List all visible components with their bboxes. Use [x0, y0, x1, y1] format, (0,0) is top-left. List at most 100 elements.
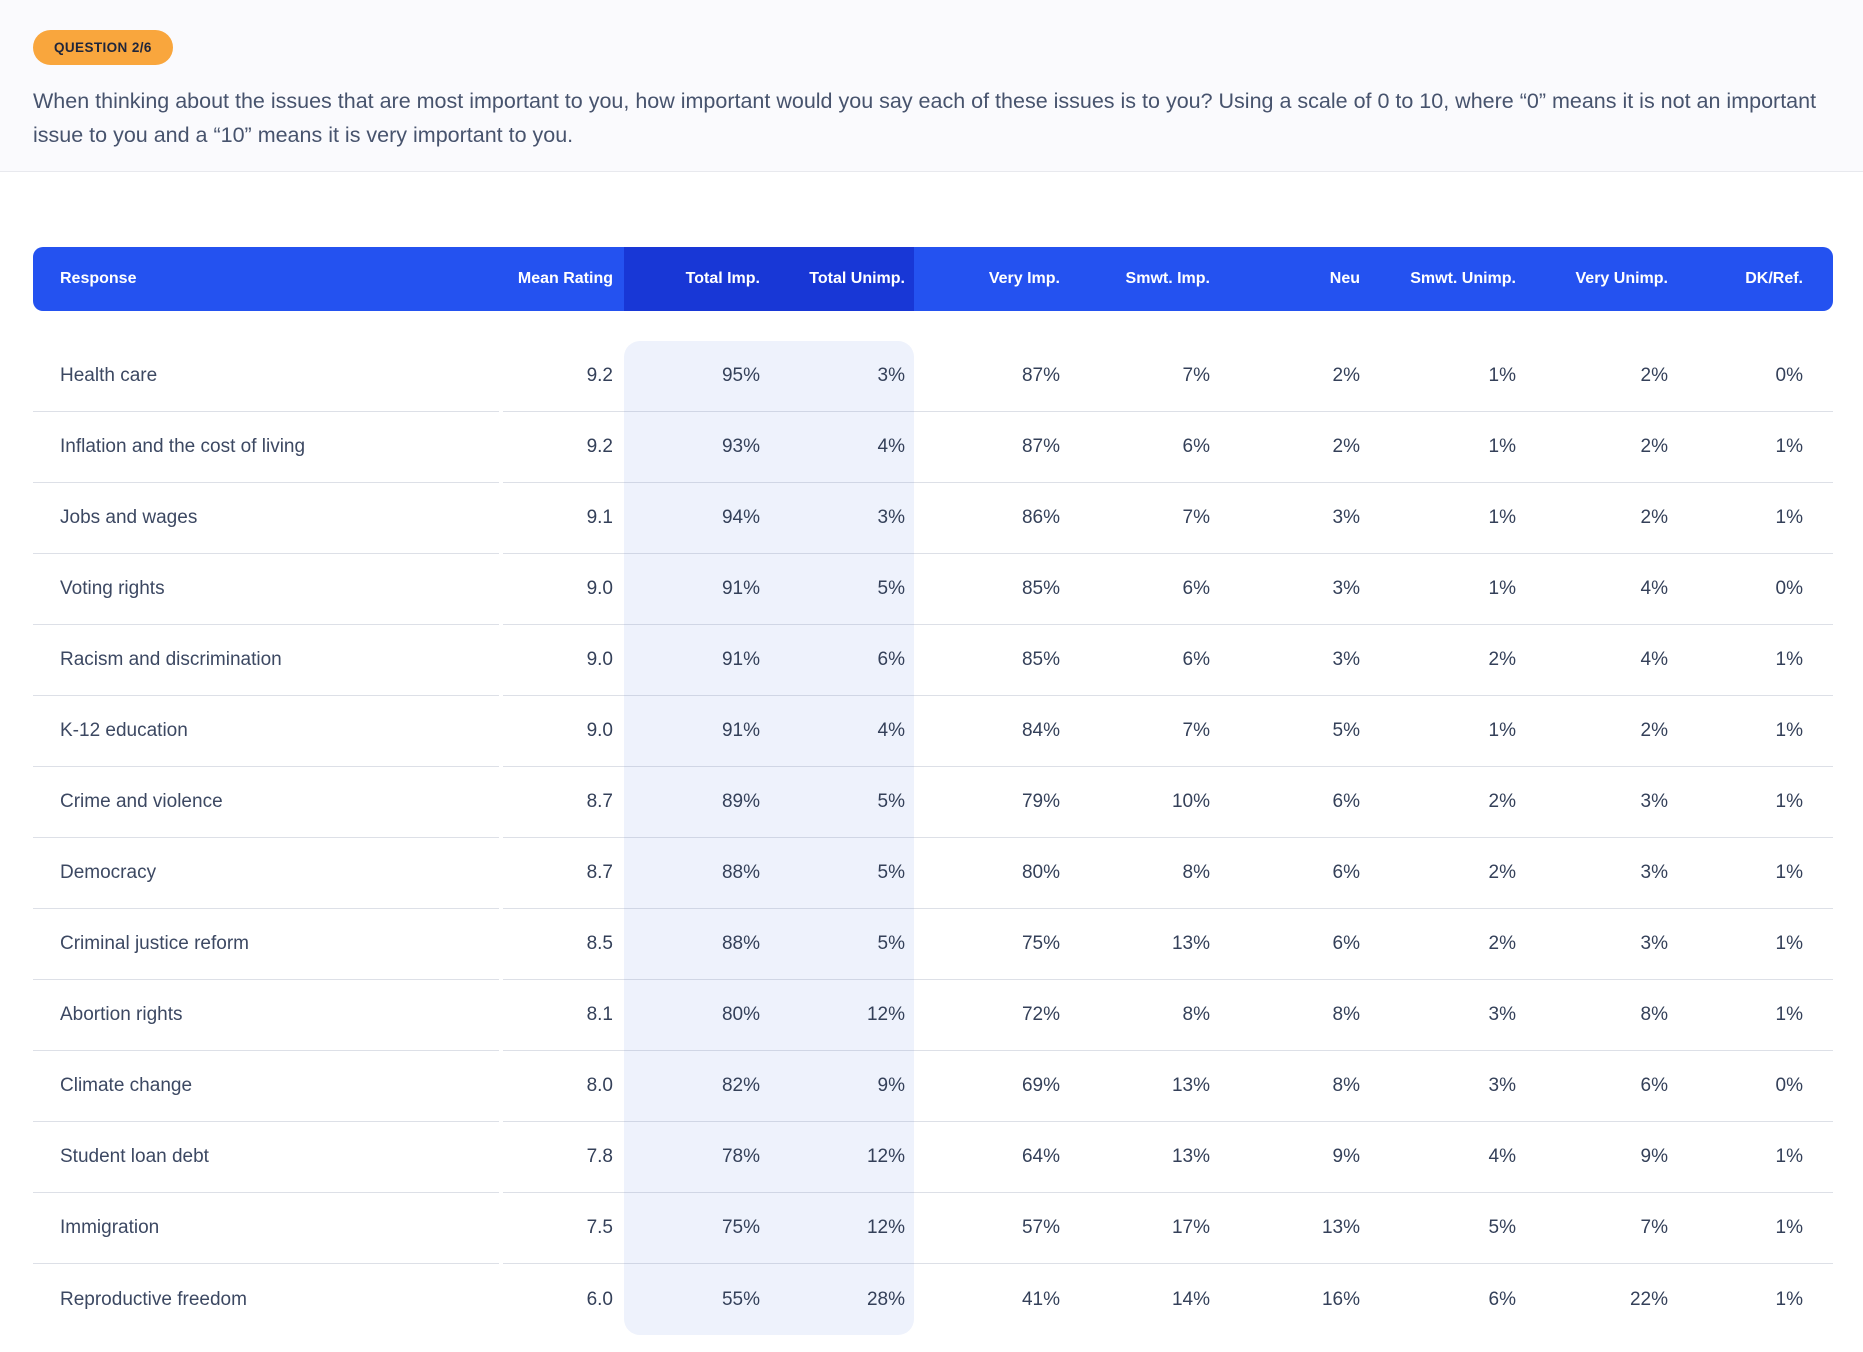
column-header-total-imp: Total Imp.	[685, 270, 760, 287]
cell-neu: 8%	[1332, 1075, 1360, 1096]
cell-total-imp: 91%	[721, 649, 760, 670]
row-response-label: Health care	[33, 341, 499, 412]
table-row: Immigration 7.5 75% 12% 57% 17% 13% 5% 7% 1%	[33, 1193, 1833, 1264]
cell-total-unimp: 4%	[877, 720, 905, 741]
cell-smwt-unimp: 4%	[1488, 1146, 1516, 1167]
cell-total-unimp: 12%	[866, 1146, 905, 1167]
row-response-label: Abortion rights	[33, 980, 499, 1051]
cell-smwt-unimp: 2%	[1488, 649, 1516, 670]
cell-very-imp: 87%	[1021, 436, 1060, 457]
cell-dk-ref: 1%	[1775, 791, 1803, 812]
row-response-label: Racism and discrimination	[33, 625, 499, 696]
cell-mean-rating: 9.1	[586, 507, 613, 528]
row-response-label: Voting rights	[33, 554, 499, 625]
cell-mean-rating: 8.7	[586, 791, 613, 812]
row-response-label: Jobs and wages	[33, 483, 499, 554]
cell-dk-ref: 1%	[1775, 933, 1803, 954]
cell-neu: 3%	[1332, 578, 1360, 599]
row-values: 8.7 89% 5% 79% 10% 6% 2% 3% 1%	[503, 767, 1833, 838]
cell-total-imp: 89%	[721, 791, 760, 812]
cell-very-unimp: 3%	[1640, 862, 1668, 883]
cell-very-imp: 69%	[1021, 1075, 1060, 1096]
cell-dk-ref: 0%	[1775, 1075, 1803, 1096]
cell-total-imp: 55%	[721, 1288, 760, 1310]
row-values: 6.0 55% 28% 41% 14% 16% 6% 22% 1%	[503, 1264, 1833, 1335]
cell-dk-ref: 1%	[1775, 1288, 1803, 1310]
table-row: Student loan debt 7.8 78% 12% 64% 13% 9% 4% 9% 1…	[33, 1122, 1833, 1193]
cell-total-unimp: 9%	[877, 1075, 905, 1096]
cell-mean-rating: 9.0	[586, 578, 613, 599]
cell-very-imp: 41%	[1021, 1288, 1060, 1310]
cell-smwt-unimp: 1%	[1488, 720, 1516, 741]
row-response-label: Inflation and the cost of living	[33, 412, 499, 483]
row-values: 9.2 93% 4% 87% 6% 2% 1% 2% 1%	[503, 412, 1833, 483]
cell-dk-ref: 1%	[1775, 1146, 1803, 1167]
cell-smwt-imp: 6%	[1182, 436, 1210, 457]
cell-dk-ref: 1%	[1775, 1004, 1803, 1025]
cell-total-imp: 93%	[721, 436, 760, 457]
table-row: Jobs and wages 9.1 94% 3% 86% 7% 3% 1% 2% 1%	[33, 483, 1833, 554]
cell-mean-rating: 7.5	[586, 1217, 613, 1238]
cell-smwt-unimp: 5%	[1488, 1217, 1516, 1238]
cell-neu: 3%	[1332, 507, 1360, 528]
row-values: 8.0 82% 9% 69% 13% 8% 3% 6% 0%	[503, 1051, 1833, 1122]
cell-total-unimp: 3%	[877, 507, 905, 528]
table-header-row: Response Mean Rating Total Imp. Total Un…	[33, 247, 1833, 311]
cell-neu: 3%	[1332, 649, 1360, 670]
table-row: Inflation and the cost of living 9.2 93% 4…	[33, 412, 1833, 483]
cell-mean-rating: 6.0	[586, 1288, 613, 1310]
table-row: Voting rights 9.0 91% 5% 85% 6% 3% 1% 4% 0%	[33, 554, 1833, 625]
cell-neu: 5%	[1332, 720, 1360, 741]
cell-dk-ref: 1%	[1775, 720, 1803, 741]
cell-very-unimp: 2%	[1640, 507, 1668, 528]
cell-total-imp: 80%	[721, 1004, 760, 1025]
cell-very-unimp: 22%	[1629, 1288, 1668, 1310]
cell-smwt-unimp: 2%	[1488, 862, 1516, 883]
cell-smwt-unimp: 3%	[1488, 1075, 1516, 1096]
table-row: Crime and violence 8.7 89% 5% 79% 10% 6% 2% 3% 1…	[33, 767, 1833, 838]
column-header-dk-ref: DK/Ref.	[1745, 270, 1803, 287]
cell-very-unimp: 2%	[1640, 436, 1668, 457]
table-row: Racism and discrimination 9.0 91% 6% 85% 6% 3…	[33, 625, 1833, 696]
row-values: 9.1 94% 3% 86% 7% 3% 1% 2% 1%	[503, 483, 1833, 554]
column-header-smwt-imp: Smwt. Imp.	[1125, 270, 1210, 287]
column-header-mean-rating: Mean Rating	[517, 270, 613, 287]
cell-mean-rating: 9.0	[586, 649, 613, 670]
cell-total-imp: 88%	[721, 933, 760, 954]
cell-very-imp: 85%	[1021, 649, 1060, 670]
cell-smwt-unimp: 2%	[1488, 791, 1516, 812]
row-response-label: Climate change	[33, 1051, 499, 1122]
table-row: Reproductive freedom 6.0 55% 28% 41% 14% 16% 6…	[33, 1264, 1833, 1335]
cell-total-imp: 95%	[721, 365, 760, 386]
column-header-total-unimp: Total Unimp.	[809, 270, 905, 287]
cell-very-imp: 86%	[1021, 507, 1060, 528]
cell-very-imp: 84%	[1021, 720, 1060, 741]
cell-mean-rating: 9.2	[586, 436, 613, 457]
cell-smwt-unimp: 6%	[1488, 1288, 1516, 1310]
cell-smwt-imp: 6%	[1182, 578, 1210, 599]
question-number-badge: QUESTION 2/6	[33, 30, 173, 65]
cell-dk-ref: 1%	[1775, 436, 1803, 457]
cell-smwt-unimp: 1%	[1488, 436, 1516, 457]
row-response-label: Student loan debt	[33, 1122, 499, 1193]
cell-dk-ref: 0%	[1775, 578, 1803, 599]
table-row: Democracy 8.7 88% 5% 80% 8% 6% 2% 3% 1%	[33, 838, 1833, 909]
cell-mean-rating: 8.7	[586, 862, 613, 883]
cell-total-unimp: 5%	[877, 933, 905, 954]
cell-mean-rating: 8.0	[586, 1075, 613, 1096]
question-section: QUESTION 2/6 When thinking about the iss…	[0, 0, 1863, 172]
results-table: Response Mean Rating Total Imp. Total Un…	[33, 247, 1833, 1335]
cell-neu: 9%	[1332, 1146, 1360, 1167]
cell-smwt-imp: 13%	[1171, 933, 1210, 954]
cell-smwt-imp: 7%	[1182, 507, 1210, 528]
cell-smwt-unimp: 3%	[1488, 1004, 1516, 1025]
row-response-label: Reproductive freedom	[60, 1288, 247, 1310]
table-row: Health care 9.2 95% 3% 87% 7% 2% 1% 2% 0%	[33, 341, 1833, 412]
row-values: 9.2 95% 3% 87% 7% 2% 1% 2% 0%	[503, 341, 1833, 412]
row-response-label: Immigration	[33, 1193, 499, 1264]
cell-very-unimp: 3%	[1640, 933, 1668, 954]
cell-smwt-imp: 17%	[1171, 1217, 1210, 1238]
cell-total-unimp: 12%	[866, 1217, 905, 1238]
cell-very-imp: 64%	[1021, 1146, 1060, 1167]
cell-smwt-imp: 7%	[1182, 720, 1210, 741]
